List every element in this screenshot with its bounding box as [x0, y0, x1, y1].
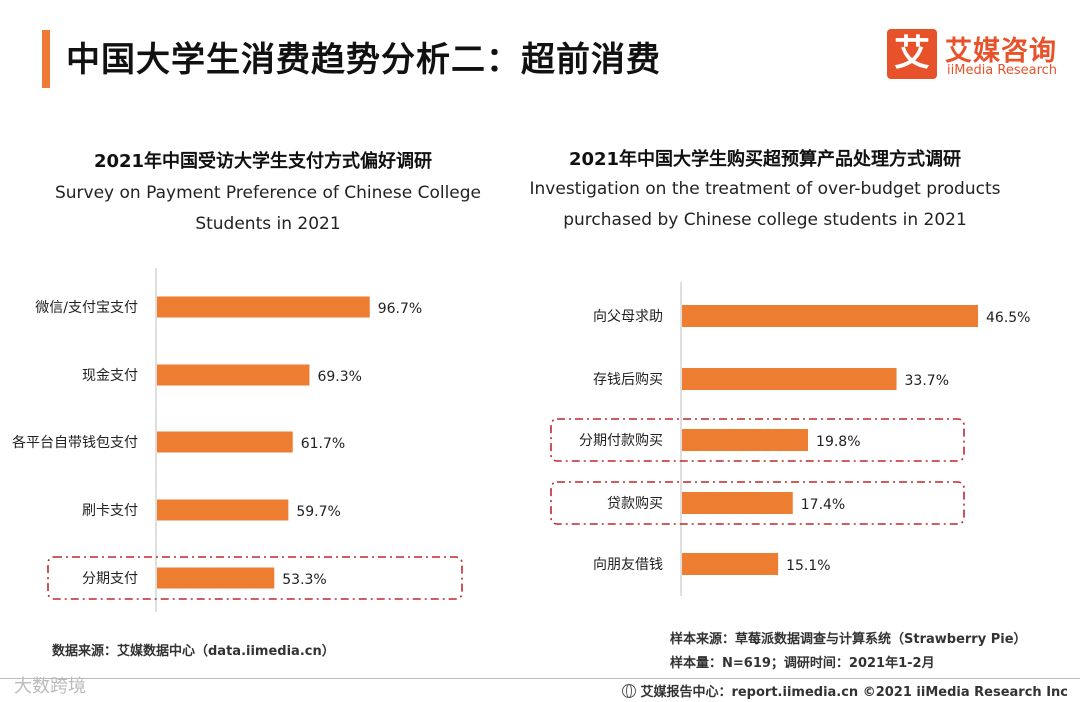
- footer: 艾媒报告中心：report.iimedia.cn ©2021 iiMedia R…: [622, 681, 1068, 700]
- left-bar-chart: 微信/支付宝支付 96.7% 现金支付 69.3% 各平台自带钱包支付 61.7% 刷卡支付…: [12, 268, 463, 612]
- right-category-label: 向父母求助: [593, 309, 663, 325]
- right-bar: [682, 492, 793, 514]
- left-bar: [157, 431, 293, 453]
- right-chart-title-en: Investigation on the treatment of over-b…: [529, 179, 1001, 230]
- right-bar: [682, 368, 897, 390]
- right-category-label: 存钱后购买: [593, 372, 663, 388]
- iimedia-logo: 艾 艾媒咨询 iiMedia Research: [887, 29, 1065, 81]
- title-accent-bar: [42, 30, 50, 88]
- right-bar: [682, 429, 809, 451]
- right-value-label: 15.1%: [786, 558, 830, 574]
- left-source-note: 数据来源：艾媒数据中心（data.iimedia.cn）: [52, 644, 335, 659]
- right-source-note-2: 样本量：N=619；调研时间：2021年1-2月: [670, 656, 935, 671]
- right-source-note-1: 样本来源：草莓派数据调查与计算系统（Strawberry Pie）: [670, 632, 1027, 647]
- right-value-label: 19.8%: [816, 434, 860, 450]
- logo-en-text: iiMedia Research: [947, 63, 1058, 78]
- left-chart-title-cn: 2021年中国受访大学生支付方式偏好调研: [93, 151, 433, 172]
- right-value-label: 17.4%: [801, 497, 845, 513]
- left-category-label: 现金支付: [82, 368, 138, 384]
- logo-cn-text: 艾媒咨询: [945, 36, 1057, 67]
- right-value-label: 33.7%: [905, 373, 949, 389]
- right-category-label: 分期付款购买: [579, 433, 663, 449]
- left-category-label: 各平台自带钱包支付: [12, 435, 138, 451]
- right-category-label: 向朋友借钱: [593, 557, 663, 573]
- right-category-label: 贷款购买: [607, 496, 663, 512]
- right-chart-title-cn: 2021年中国大学生购买超预算产品处理方式调研: [568, 149, 962, 170]
- left-category-label: 刷卡支付: [82, 503, 138, 519]
- left-chart-title-en: Survey on Payment Preference of Chinese …: [54, 183, 481, 234]
- footer-divider: [0, 678, 1080, 679]
- right-bar-chart: 向父母求助 46.5% 存钱后购买 33.7% 分期付款购买 19.8% 贷款购买 17.4%…: [550, 282, 1030, 596]
- left-value-label: 61.7%: [301, 436, 345, 452]
- left-value-label: 69.3%: [317, 369, 361, 385]
- left-value-label: 59.7%: [296, 504, 340, 520]
- left-bar: [157, 296, 370, 318]
- left-highlight-box: [47, 556, 463, 600]
- left-value-label: 96.7%: [378, 301, 422, 317]
- logo-mark: 艾: [887, 29, 937, 79]
- left-bar: [157, 499, 289, 521]
- right-highlight-box: [550, 418, 965, 462]
- left-category-label: 微信/支付宝支付: [35, 300, 138, 316]
- left-category-label: 分期支付: [82, 571, 138, 587]
- left-bar: [157, 364, 310, 386]
- right-highlight-box: [550, 481, 965, 525]
- footer-text: 艾媒报告中心：report.iimedia.cn ©2021 iiMedia R…: [640, 685, 1068, 700]
- right-value-label: 46.5%: [986, 310, 1030, 326]
- watermark: 大数跨境: [14, 676, 86, 697]
- right-bar: [682, 553, 779, 575]
- left-bar: [157, 567, 275, 589]
- left-value-label: 53.3%: [282, 572, 326, 588]
- globe-icon: [622, 684, 637, 698]
- page-title: 中国大学生消费趋势分析二：超前消费: [66, 40, 661, 80]
- right-bar: [682, 305, 978, 327]
